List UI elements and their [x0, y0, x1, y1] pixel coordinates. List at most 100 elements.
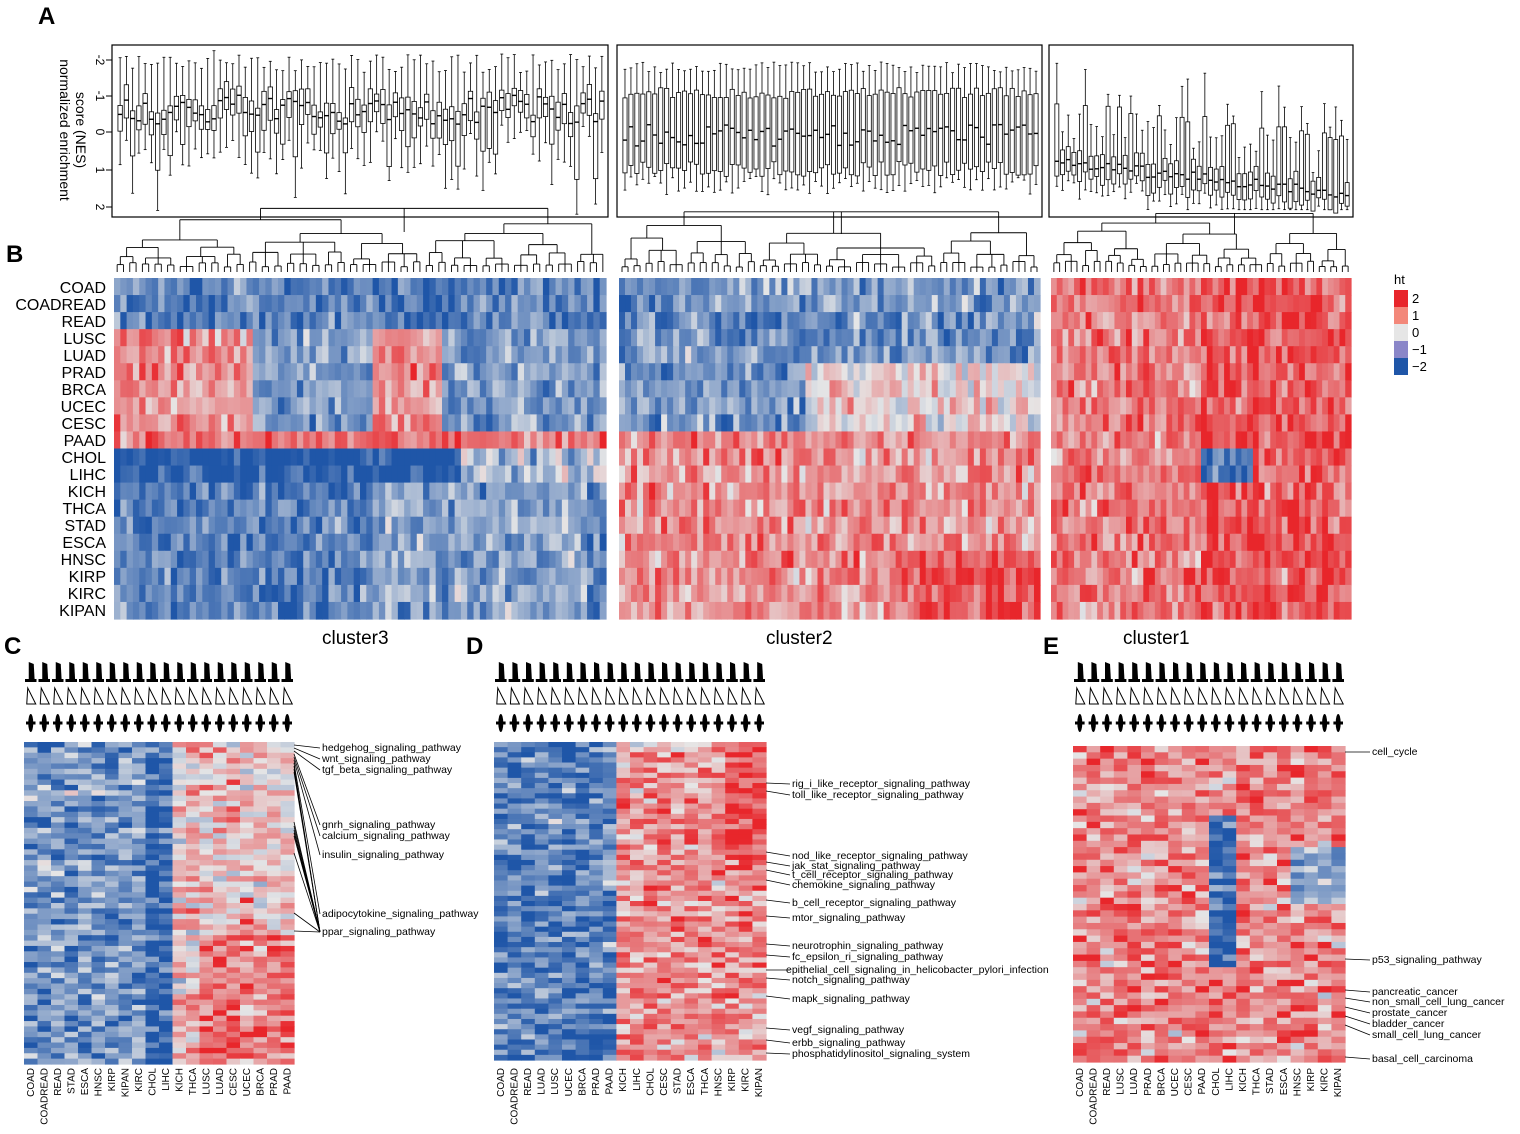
heatmap-cell [781, 448, 788, 467]
heatmap-cell [517, 380, 525, 398]
heatmap-cell [793, 397, 801, 415]
heatmap-cell [859, 465, 867, 484]
heatmap-cell [246, 312, 254, 330]
heatmap-cell [751, 550, 758, 569]
heatmap-cell [1120, 278, 1127, 296]
heatmap-cell [454, 329, 462, 347]
heatmap-cell [423, 363, 430, 381]
heatmap-cell [492, 499, 500, 518]
heatmap-cell [378, 363, 386, 381]
heatmap-cell [151, 295, 159, 313]
heatmap-cell [697, 414, 704, 433]
heatmap-cell [1270, 329, 1277, 347]
heatmap-cell [1033, 397, 1041, 415]
heatmap-cell [1079, 363, 1087, 381]
heatmap-cell [835, 312, 843, 330]
heatmap-cell [871, 312, 879, 330]
heatmap-cell [505, 278, 512, 296]
heatmap-cell [442, 312, 449, 330]
heatmap-cell [164, 567, 172, 586]
heatmap-cell [763, 482, 770, 501]
heatmap-cell [1003, 397, 1011, 415]
heatmap-cell [442, 567, 449, 586]
heatmap-cell [259, 465, 266, 484]
heatmap-cell [949, 329, 957, 347]
heatmap-cell [1021, 380, 1029, 398]
heatmap-cell [183, 516, 191, 535]
heatmap-cell [429, 363, 437, 381]
heatmap-cell [1154, 278, 1162, 296]
heatmap-cell [296, 346, 304, 364]
heatmap-cell [631, 567, 638, 586]
heatmap-cell [145, 414, 153, 433]
heatmap-cell [1033, 516, 1041, 535]
heatmap-cell [757, 465, 764, 484]
heatmap-cell [227, 329, 235, 347]
heatmap-cell [574, 295, 582, 313]
heatmap-cell [265, 295, 273, 313]
heatmap-cell [685, 329, 692, 347]
heatmap-cell [391, 448, 399, 467]
heatmap-cell [360, 584, 367, 603]
heatmap-cell [919, 329, 927, 347]
heatmap-cell [631, 550, 638, 569]
heatmap-cell [685, 312, 692, 330]
heatmap-cell [649, 465, 656, 484]
heatmap-cell [536, 380, 544, 398]
heatmap-cell [177, 550, 184, 569]
heatmap-cell [202, 482, 210, 501]
heatmap-cell [580, 584, 588, 603]
heatmap-cell [252, 533, 260, 552]
heatmap-cell [1120, 346, 1127, 364]
heatmap-cell [549, 516, 557, 535]
heatmap-cell [763, 329, 770, 347]
box [1219, 166, 1225, 198]
heatmap-cell [353, 482, 361, 501]
heatmap-cell [271, 482, 279, 501]
heatmap-cell [889, 329, 897, 347]
heatmap-cell [360, 363, 367, 381]
heatmap-cell [454, 414, 462, 433]
heatmap-cell [328, 601, 336, 620]
heatmap-cell [580, 516, 588, 535]
heatmap-cell [925, 516, 933, 535]
heatmap-cell [530, 533, 538, 552]
heatmap-cell [454, 465, 462, 484]
heatmap-cell [991, 482, 999, 501]
heatmap-cell [925, 482, 933, 501]
heatmap-cell [913, 278, 921, 296]
heatmap-cell [214, 601, 222, 620]
heatmap-cell [587, 499, 594, 518]
heatmap-cell [913, 516, 921, 535]
heatmap-cell [889, 278, 897, 296]
heatmap-cell [315, 516, 323, 535]
heatmap-cell [1033, 431, 1041, 450]
heatmap-cell [271, 516, 279, 535]
heatmap-cell [919, 601, 927, 620]
heatmap-cell [661, 448, 668, 467]
heatmap-cell [328, 346, 336, 364]
heatmap-cell [303, 346, 311, 364]
heatmap-cell [574, 278, 582, 296]
heatmap-cell [442, 499, 449, 518]
heatmap-cell [931, 431, 939, 450]
heatmap-cell [1009, 465, 1017, 484]
heatmap-cell [296, 482, 304, 501]
heatmap-cell [460, 329, 468, 347]
heatmap-cell [448, 567, 456, 586]
box [1185, 121, 1191, 198]
heatmap-cell [853, 465, 861, 484]
heatmap-cell [385, 601, 393, 620]
heatmap-cell [561, 329, 569, 347]
heatmap-cell [757, 601, 764, 620]
heatmap-cell [322, 499, 330, 518]
heatmap-cell [751, 482, 758, 501]
heatmap-cell [1015, 380, 1023, 398]
heatmap-cell [745, 329, 752, 347]
heatmap-cell [841, 533, 849, 552]
heatmap-cell [985, 499, 993, 518]
heatmap-cell [322, 346, 330, 364]
heatmap-cell [793, 584, 801, 603]
heatmap-cell [679, 601, 686, 620]
heatmap-cell [492, 346, 500, 364]
